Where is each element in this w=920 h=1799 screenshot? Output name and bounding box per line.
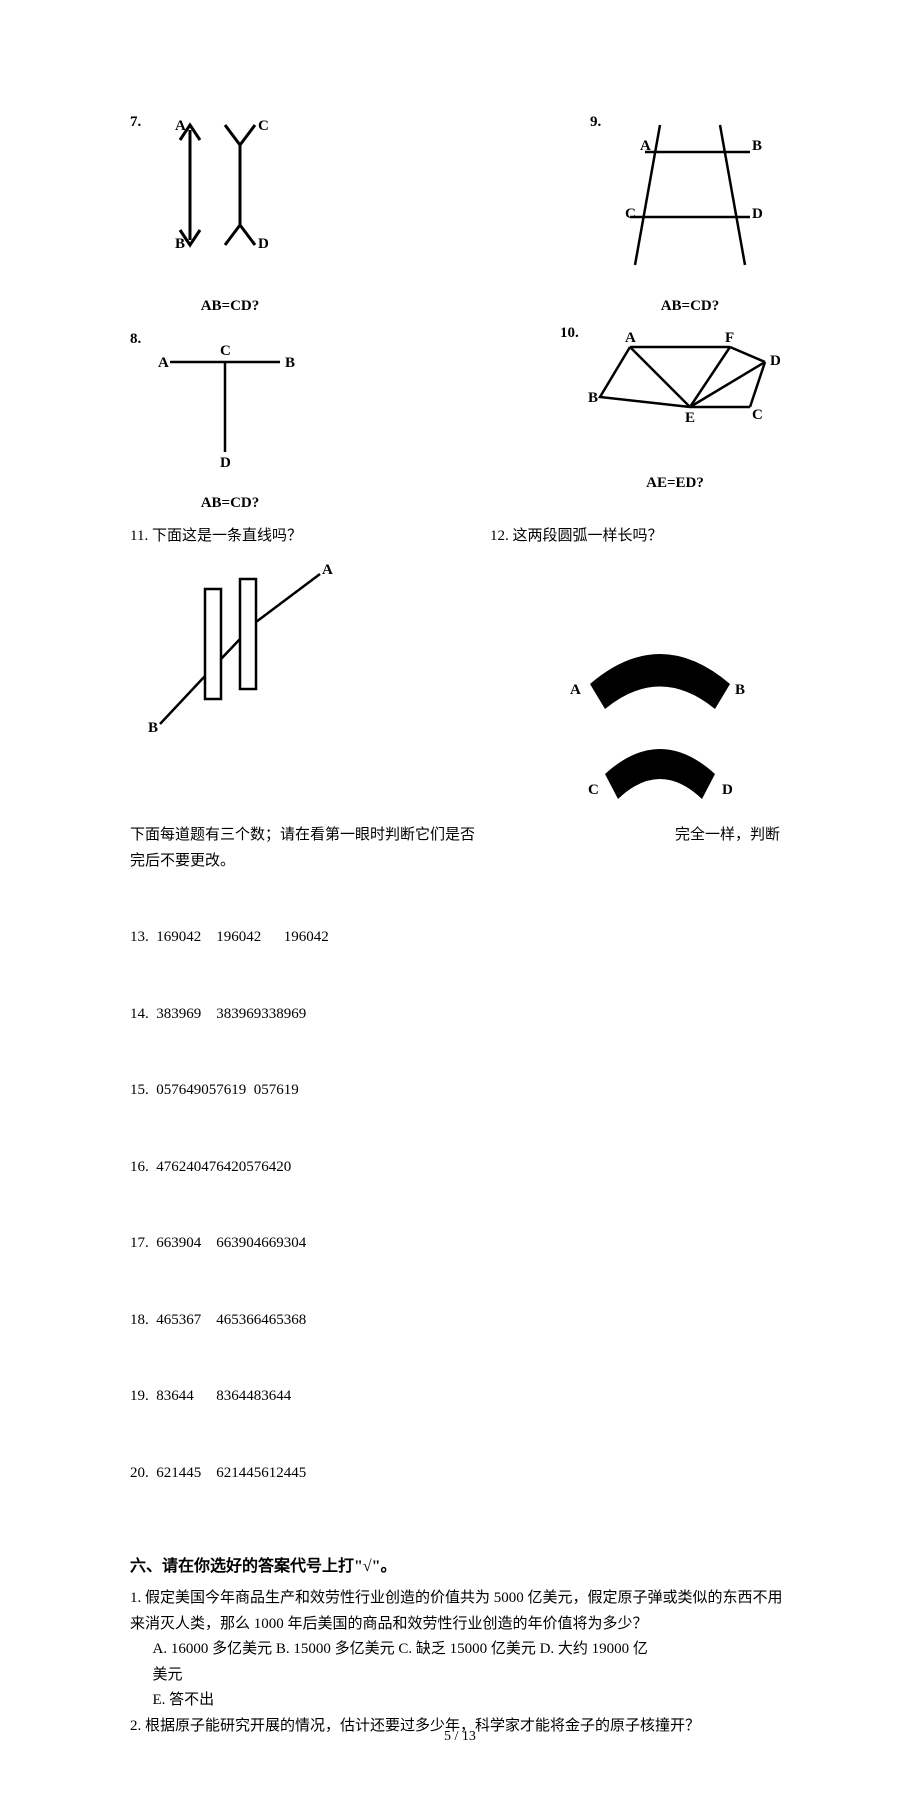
- q6-1: 1. 假定美国今年商品生产和效劳性行业创造的价值共为 5000 亿美元，假定原子…: [130, 1586, 790, 1637]
- num-19: 19. 83644 8364483644: [130, 1384, 790, 1410]
- num-16: 16. 476240476420576420: [130, 1155, 790, 1181]
- fig9-svg: A B C D: [590, 110, 790, 280]
- numbers-intro-a: 下面每道题有三个数；请在看第一眼时判断它们是否: [130, 823, 475, 849]
- fig12-label-C: C: [588, 782, 599, 798]
- fig10-label-F: F: [725, 330, 734, 346]
- figure-8: 8. A C B D AB=CD?: [130, 327, 310, 516]
- fig9-label-A: A: [640, 138, 651, 154]
- fig8-label-C: C: [220, 343, 231, 359]
- fig7-label-D: D: [258, 236, 269, 252]
- fig11-num: 11.: [130, 528, 148, 544]
- fig-row-11-12-text: 11. 下面这是一条直线吗？ 12. 这两段圆弧一样长吗？: [130, 520, 790, 554]
- fig12-label-B: B: [735, 682, 745, 698]
- fig10-num: 10.: [560, 321, 579, 347]
- figure-7: 7. A B C: [130, 110, 310, 319]
- numbers-intro-b: 完全一样，判断: [675, 823, 790, 849]
- fig12-svg: A B C D: [530, 614, 790, 814]
- fig8-svg: A C B D: [130, 327, 310, 477]
- fig8-caption: AB=CD?: [150, 491, 310, 517]
- fig9-label-D: D: [752, 206, 763, 222]
- fig12-num: 12.: [490, 528, 509, 544]
- fig10-label-A: A: [625, 330, 636, 346]
- num-18: 18. 465367 465366465368: [130, 1308, 790, 1334]
- fig10-label-D: D: [770, 353, 781, 369]
- fig9-caption: AB=CD?: [590, 294, 790, 320]
- num-15: 15. 057649057619 057619: [130, 1078, 790, 1104]
- num-17: 17. 663904 663904669304: [130, 1231, 790, 1257]
- page-footer: 5 / 13: [0, 1725, 920, 1749]
- q6-1-opts-line2: E. 答不出: [130, 1688, 790, 1714]
- fig10-label-E: E: [685, 410, 695, 426]
- figure-11: A B: [130, 554, 350, 824]
- fig9-label-C: C: [625, 206, 636, 222]
- page: 7. A B C: [0, 0, 920, 1799]
- q12-text: 12. 这两段圆弧一样长吗？: [430, 524, 790, 550]
- num-20: 20. 621445 621445612445: [130, 1461, 790, 1487]
- fig8-label-A: A: [158, 355, 169, 371]
- fig9-num: 9.: [590, 110, 601, 136]
- fig-row-8-10: 8. A C B D AB=CD? 10.: [130, 327, 790, 516]
- numbers-intro-c: 完后不要更改。: [130, 849, 790, 875]
- fig7-label-B: B: [175, 236, 185, 252]
- fig10-label-B: B: [588, 390, 598, 406]
- fig8-label-B: B: [285, 355, 295, 371]
- fig10-label-C: C: [752, 407, 763, 423]
- numbers-list: 13. 169042 196042 196042 14. 383969 3839…: [130, 874, 790, 1537]
- fig7-label-C: C: [258, 118, 269, 134]
- fig12-label-D: D: [722, 782, 733, 798]
- fig11-label-B: B: [148, 720, 158, 736]
- fig10-svg: A F D B E C: [560, 327, 790, 457]
- fig-row-7-9: 7. A B C: [130, 110, 790, 319]
- fig10-caption: AE=ED?: [560, 471, 790, 497]
- fig-row-11-12-svg: A B A B C D: [130, 554, 790, 824]
- fig9-label-B: B: [752, 138, 762, 154]
- figure-12: A B C D: [530, 554, 790, 824]
- fig12-label-A: A: [570, 682, 581, 698]
- num-14: 14. 383969 383969338969: [130, 1002, 790, 1028]
- figure-9: 9. A B C D AB=CD?: [590, 110, 790, 319]
- fig11-label-A: A: [322, 562, 333, 578]
- num-13: 13. 169042 196042 196042: [130, 925, 790, 951]
- fig7-label-A: A: [175, 118, 186, 134]
- fig7-svg: A B C D: [130, 110, 310, 280]
- fig11-svg: A B: [130, 554, 350, 744]
- fig7-caption: AB=CD?: [150, 294, 310, 320]
- numbers-intro-row: 下面每道题有三个数；请在看第一眼时判断它们是否 完全一样，判断: [130, 823, 790, 849]
- fig8-label-D: D: [220, 455, 231, 471]
- figure-10: 10. A F D B E C: [560, 327, 790, 516]
- section6-head: 六、请在你选好的答案代号上打"√"。: [130, 1553, 790, 1580]
- fig8-num: 8.: [130, 327, 141, 353]
- q6-1-opts-line1-cont: 美元: [130, 1663, 790, 1689]
- q11-text: 11. 下面这是一条直线吗？: [130, 524, 430, 550]
- fig12-text: 这两段圆弧一样长吗？: [513, 528, 663, 544]
- fig7-num: 7.: [130, 110, 141, 136]
- q6-1-opts-line1: A. 16000 多亿美元 B. 15000 多亿美元 C. 缺乏 15000 …: [130, 1637, 790, 1663]
- fig11-text: 下面这是一条直线吗？: [152, 528, 302, 544]
